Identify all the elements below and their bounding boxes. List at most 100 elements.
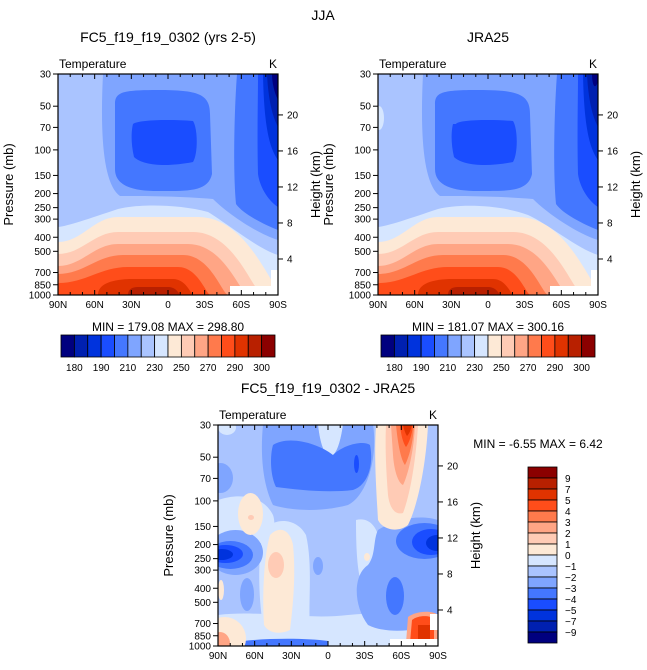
- x-tick-label: 30N: [122, 300, 140, 311]
- x-tick-label: 60S: [232, 300, 250, 311]
- variable-label: Temperature: [59, 57, 127, 71]
- contour-plot-2: 90N 60N 30N 0 30S 60S 90S 30 50 70 100 150 200 250300…: [161, 380, 483, 662]
- colorbar-label: 180: [386, 363, 403, 374]
- colorbar-box: [114, 334, 129, 358]
- contour-band: [131, 120, 197, 165]
- x-tick-label: 60S: [552, 300, 570, 311]
- colorbar-box: [527, 598, 558, 611]
- colorbar-label: 290: [547, 363, 564, 374]
- right-axis-label: Height (km): [308, 151, 323, 218]
- y-tick-label: 50: [200, 453, 212, 464]
- colorbar-label: 250: [493, 363, 510, 374]
- colorbar-label: 3: [565, 518, 571, 529]
- colorbar-box: [194, 334, 209, 358]
- colorbar-box: [527, 334, 542, 358]
- y-tick-label: 30: [360, 70, 372, 81]
- colorbar-label: 4: [565, 507, 571, 518]
- colorbar-label: 1: [565, 540, 571, 551]
- colorbar-label: 290: [227, 363, 244, 374]
- colorbar-box: [527, 477, 558, 490]
- colorbar-label: 300: [573, 363, 590, 374]
- colorbar-box: [500, 334, 516, 358]
- colorbar-label: −9: [565, 628, 577, 639]
- contour-band: [430, 614, 438, 630]
- y-axis-label: Pressure (mb): [321, 143, 336, 225]
- colorbar-box: [527, 499, 558, 512]
- colorbar-box: [554, 334, 569, 358]
- colorbar-box: [474, 334, 489, 358]
- units-label: K: [269, 57, 277, 71]
- plot-title: FC5_f19_f19_0302 - JRA25: [241, 380, 416, 396]
- x-tick-label: 60N: [405, 300, 423, 311]
- colorbar-box: [434, 334, 449, 358]
- y-tick-label: 100: [194, 496, 211, 507]
- y-tick-label: 70: [40, 123, 52, 134]
- y-tick-label: 30: [40, 70, 52, 81]
- x-tick-label: 0: [485, 300, 491, 311]
- y-tick-label: 200: [194, 540, 211, 551]
- y-tick-label: 1000: [349, 291, 372, 302]
- colorbar-box: [207, 334, 222, 358]
- colorbar-box: [127, 334, 142, 358]
- colorbar-box: [541, 334, 556, 358]
- stats-label: MIN = 179.08 MAX = 298.80: [92, 320, 244, 334]
- colorbar-box: [87, 334, 102, 358]
- contour-band: [426, 535, 438, 551]
- colorbar-box: [527, 532, 558, 545]
- height-tick-label: 4: [607, 254, 613, 265]
- colorbar-1: 180 190 210 230 250 270 290 300: [380, 334, 596, 374]
- colorbar-box: [380, 334, 395, 358]
- colorbar-box: [60, 334, 75, 358]
- contour-fills: [218, 425, 438, 646]
- colorbar-box: [567, 334, 583, 358]
- contour-band: [271, 270, 278, 295]
- colorbar-label: 230: [466, 363, 483, 374]
- height-tick-label: 20: [447, 461, 459, 472]
- y-tick-label: 50: [40, 102, 52, 113]
- colorbar-box: [167, 334, 182, 358]
- x-tick-label: 0: [325, 651, 331, 662]
- y-tick-label: 850: [34, 280, 51, 291]
- y-tick-label: 1000: [29, 291, 52, 302]
- contour-band: [271, 440, 372, 492]
- colorbar-box: [221, 334, 236, 358]
- height-tick-label: 20: [607, 110, 619, 121]
- colorbar-label: 7: [565, 485, 571, 496]
- colorbar-box: [100, 334, 115, 358]
- colorbar-box: [527, 609, 558, 622]
- contour-band: [386, 577, 404, 615]
- colorbar-label: 180: [66, 363, 83, 374]
- height-tick-label: 4: [287, 254, 293, 265]
- contour-band: [451, 120, 517, 165]
- colorbar-box: [527, 631, 558, 644]
- y-tick-label: 250: [354, 203, 371, 214]
- y-tick-label: 150: [354, 171, 371, 182]
- stats-label: MIN = -6.55 MAX = 6.42: [473, 437, 603, 451]
- y-tick-label: 50: [360, 102, 372, 113]
- y-tick-label: 70: [200, 474, 212, 485]
- height-tick-label: 12: [287, 182, 299, 193]
- contour-plot-1: 90N 60N 30N 0 30S 60S 90S 30 50 70 100 150 200 250300…: [321, 29, 643, 311]
- plot-title: JRA25: [467, 29, 509, 45]
- colorbar-label: −2: [565, 573, 577, 584]
- x-tick-label: 30N: [282, 651, 300, 662]
- contour-fills: [58, 74, 278, 295]
- height-tick-label: 16: [607, 146, 619, 157]
- x-tick-label: 90S: [429, 651, 447, 662]
- height-tick-label: 12: [447, 533, 459, 544]
- colorbar-box: [407, 334, 422, 358]
- contour-band: [364, 553, 370, 561]
- x-tick-label: 90N: [209, 651, 227, 662]
- colorbar-box: [460, 334, 476, 358]
- colorbar-label: 300: [253, 363, 270, 374]
- colorbar-box: [247, 334, 263, 358]
- x-tick-label: 60N: [85, 300, 103, 311]
- colorbar-label: −5: [565, 606, 577, 617]
- contour-band: [248, 515, 254, 520]
- x-tick-label: 0: [165, 300, 171, 311]
- plot-title: FC5_f19_f19_0302 (yrs 2-5): [80, 29, 256, 45]
- colorbar-box: [73, 334, 89, 358]
- y-tick-label: 250: [194, 554, 211, 565]
- colorbar-box: [154, 334, 169, 358]
- height-tick-label: 16: [287, 146, 299, 157]
